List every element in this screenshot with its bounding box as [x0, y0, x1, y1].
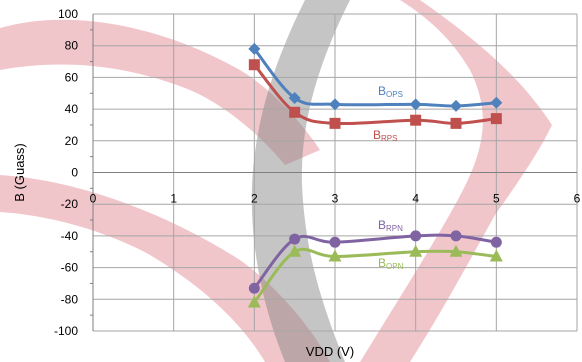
series-label-rps: BRPS	[373, 128, 397, 143]
data-point-opn	[409, 244, 423, 257]
data-point-rpn	[248, 282, 260, 294]
series-label-opn: BOPN	[378, 256, 404, 271]
x-tick-label: 5	[493, 192, 500, 206]
data-point-opn	[489, 249, 503, 262]
x-tick-label: 4	[412, 192, 419, 206]
data-point-rps	[248, 59, 260, 71]
y-tick-label: -40	[61, 229, 79, 243]
data-point-ops	[329, 98, 341, 111]
y-tick-label: 100	[58, 7, 78, 21]
data-point-opn	[449, 244, 463, 257]
data-point-ops	[450, 99, 462, 112]
watermark-red-arc-right	[360, 0, 552, 362]
data-point-rps	[490, 113, 502, 125]
data-point-rpn	[289, 233, 301, 245]
data-point-ops	[409, 98, 422, 111]
data-point-ops	[288, 92, 301, 105]
x-tick-label: 6	[574, 192, 581, 206]
y-tick-label: -80	[61, 292, 79, 306]
data-point-opn	[288, 244, 302, 257]
y-tick-label: -100	[54, 324, 78, 338]
data-point-rps	[450, 117, 462, 129]
data-point-rpn	[490, 236, 502, 248]
y-axis-title: B (Guass)	[12, 143, 27, 202]
plot-area: 100 80 60 40 20 0 -20 -40 -60 -80 -100 0 1 2 3 4 5 6 VDD (…	[12, 7, 581, 359]
y-tick-label: 0	[71, 166, 78, 180]
data-point-ops	[490, 96, 503, 109]
watermark	[0, 0, 552, 362]
data-point-opn	[328, 249, 342, 262]
series-label-ops: BOPS	[378, 84, 403, 99]
x-tick-label: 3	[332, 192, 339, 206]
data-point-rpn	[450, 230, 462, 242]
y-tick-label: -60	[61, 261, 79, 275]
data-point-rpn	[410, 230, 422, 242]
data-point-opn	[247, 295, 261, 308]
data-point-rps	[289, 106, 301, 118]
data-point-rps	[410, 114, 422, 126]
y-tick-label: 20	[65, 134, 79, 148]
y-tick-label: 80	[65, 39, 79, 53]
y-tick-label: 60	[65, 70, 79, 84]
y-tick-label: -20	[61, 197, 79, 211]
watermark-red-arc-top	[0, 19, 320, 165]
x-tick-label: 2	[251, 192, 258, 206]
x-axis-title: VDD (V)	[306, 344, 354, 359]
y-tick-label: 40	[65, 102, 79, 116]
data-point-rps	[329, 117, 341, 129]
x-tick-label: 0	[90, 192, 97, 206]
x-tick-label: 1	[170, 192, 177, 206]
series-label-rpn: BRPN	[378, 218, 403, 233]
data-point-rpn	[329, 236, 341, 248]
data-point-ops	[248, 42, 261, 55]
watermark-red-arc-bottom	[0, 175, 330, 362]
